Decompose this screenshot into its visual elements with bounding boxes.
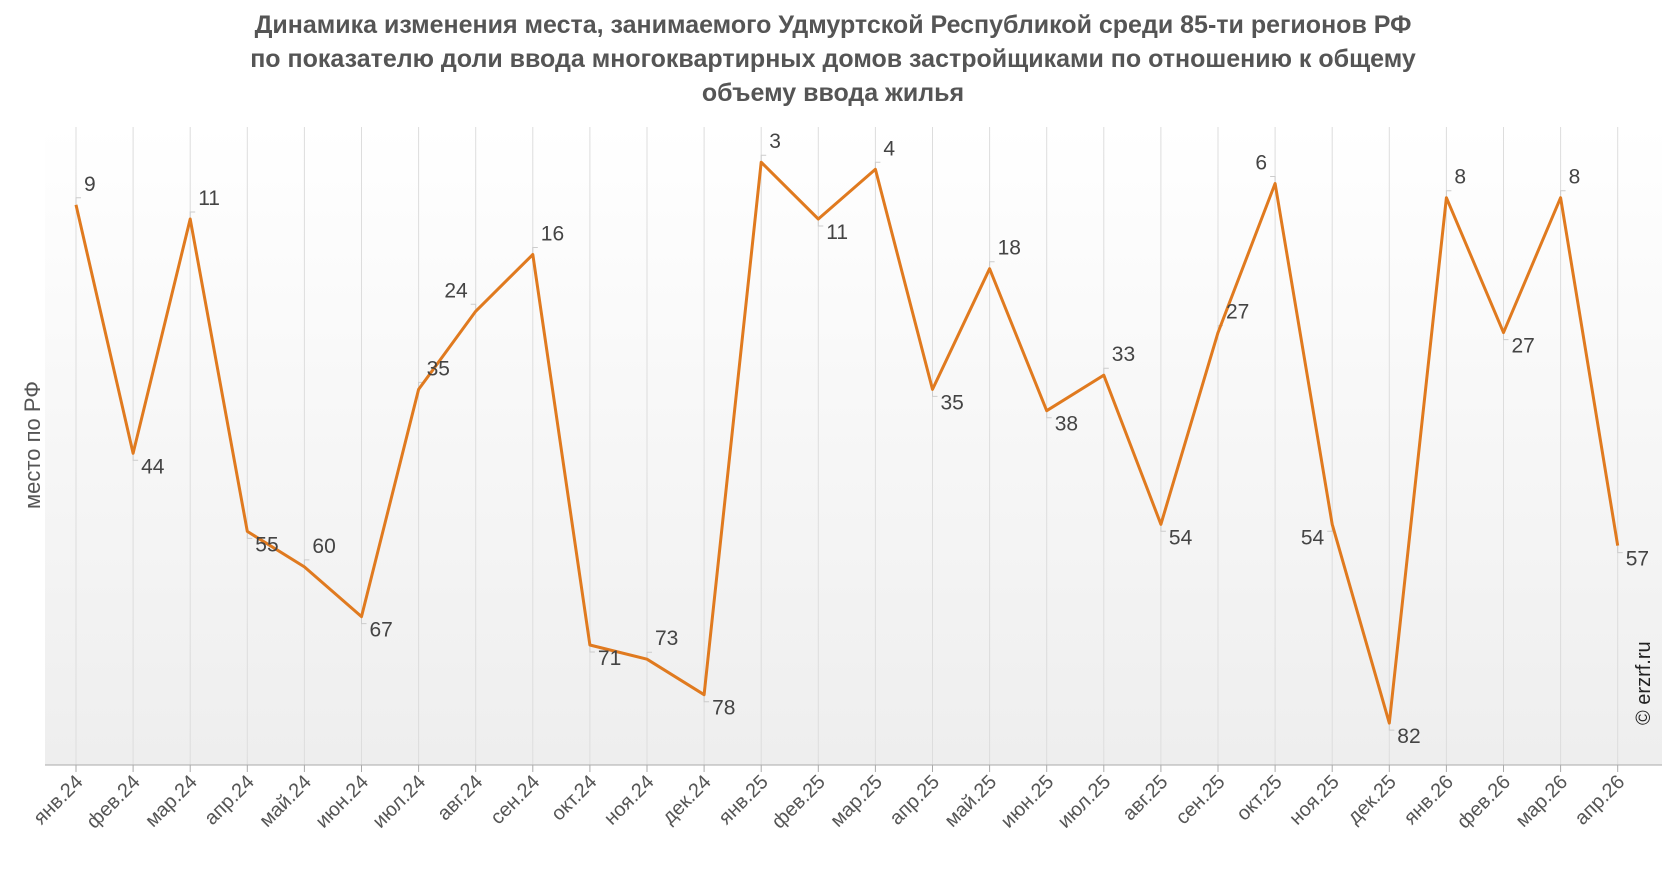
label-leader: [817, 219, 824, 227]
data-label: 54: [1169, 526, 1193, 549]
x-tick-label: авг.24: [433, 771, 487, 825]
x-tick-label: июл.24: [368, 771, 430, 833]
data-label: 4: [883, 137, 895, 160]
label-leader: [1046, 410, 1052, 419]
label-leader: [303, 559, 310, 567]
data-label: 6: [1255, 152, 1267, 175]
x-tick-label: сен.25: [1172, 771, 1230, 829]
x-tick-label: мар.26: [1511, 771, 1572, 832]
data-label: 82: [1397, 725, 1420, 748]
x-tick-label: янв.25: [715, 771, 773, 829]
label-leader: [646, 651, 652, 660]
data-label: 71: [598, 647, 621, 670]
data-label: 54: [1301, 526, 1325, 549]
x-tick-label: сен.24: [486, 771, 544, 829]
data-label: 16: [541, 223, 564, 246]
data-label: 27: [1512, 335, 1535, 358]
data-label: 38: [1055, 413, 1078, 436]
label-leader: [989, 261, 995, 269]
x-tick-label: дек.25: [1343, 771, 1401, 829]
x-axis-ticks: янв.24фев.24мар.24апр.24май.24июн.24июл.…: [29, 765, 1629, 833]
data-label: 24: [444, 279, 468, 302]
x-tick-label: янв.24: [29, 771, 87, 829]
label-leader: [1270, 176, 1276, 184]
x-tick-label: фев.26: [1453, 771, 1515, 833]
label-leader: [1617, 545, 1623, 554]
data-label: 55: [255, 533, 278, 556]
x-tick-label: июн.24: [311, 771, 373, 833]
data-label: 8: [1454, 166, 1466, 189]
data-label: 57: [1626, 548, 1649, 571]
label-leader: [1560, 190, 1566, 198]
label-leader: [589, 645, 595, 653]
label-leader: [1160, 524, 1166, 532]
data-label: 35: [941, 391, 964, 414]
data-labels: 9 44 11 55 60 67 35 24 16 71 73 78 3 11 4 35 18 38 33 54 27 6…: [84, 130, 1649, 748]
y-axis-label: место по РФ: [20, 381, 45, 509]
label-leader: [189, 211, 196, 219]
x-tick-label: фев.24: [82, 771, 144, 833]
x-tick-label: дек.24: [658, 771, 716, 829]
data-label: 60: [312, 535, 335, 558]
label-leader: [874, 161, 881, 170]
label-leader: [932, 389, 938, 397]
chart-title-line-1: Динамика изменения места, занимаемого Уд…: [254, 11, 1412, 39]
copyright-label: © erzrf.ru: [1633, 641, 1655, 725]
data-label: 27: [1226, 301, 1249, 324]
x-tick-label: апр.26: [1571, 771, 1630, 830]
label-leader: [361, 616, 367, 625]
label-leader: [1388, 723, 1395, 731]
data-label: 8: [1569, 166, 1581, 189]
label-leader: [1103, 367, 1109, 376]
x-tick-label: май.25: [940, 771, 1001, 832]
x-tick-label: май.24: [255, 771, 316, 832]
chart-title-line-3: объему ввода жилья: [701, 79, 965, 107]
x-tick-label: авг.25: [1118, 771, 1172, 825]
series-line: [74, 160, 1620, 725]
label-leader: [1503, 332, 1509, 341]
x-tick-label: мар.24: [141, 771, 202, 832]
data-label-leaders: [75, 154, 1623, 731]
plot-area: [45, 125, 1662, 765]
x-tick-label: июн.25: [997, 771, 1059, 833]
label-leader: [132, 453, 139, 461]
x-tick-label: апр.24: [200, 771, 259, 830]
x-tick-label: мар.25: [826, 771, 887, 832]
data-label: 18: [998, 237, 1021, 260]
chart-title-line-2: по показателю доли ввода многоквартирных…: [250, 45, 1416, 73]
label-leader: [760, 154, 767, 163]
data-label: 11: [826, 221, 848, 244]
x-tick-label: янв.26: [1400, 771, 1458, 829]
label-leader: [1445, 190, 1452, 198]
data-label: 11: [198, 187, 220, 210]
chart-title: Динамика изменения места, занимаемого Уд…: [0, 8, 1666, 110]
x-tick-label: ноя.24: [600, 771, 659, 830]
data-label: 44: [141, 455, 165, 478]
label-leader: [703, 694, 710, 703]
x-tick-label: июл.25: [1054, 771, 1116, 833]
x-tick-label: апр.25: [885, 771, 944, 830]
data-label: 9: [84, 173, 96, 196]
data-label: 3: [769, 130, 781, 153]
x-tick-label: окт.24: [547, 771, 601, 825]
data-label: 78: [712, 697, 735, 720]
label-leader: [246, 531, 253, 539]
data-label: 33: [1112, 343, 1135, 366]
data-label: 67: [370, 619, 393, 642]
x-tick-label: фев.25: [768, 771, 830, 833]
x-tick-label: окт.25: [1232, 771, 1286, 825]
label-leader: [470, 303, 477, 312]
data-label: 73: [655, 627, 678, 650]
label-leader: [532, 247, 538, 255]
x-tick-label: ноя.25: [1285, 771, 1344, 830]
label-leader: [75, 197, 81, 205]
data-label: 35: [427, 357, 450, 380]
